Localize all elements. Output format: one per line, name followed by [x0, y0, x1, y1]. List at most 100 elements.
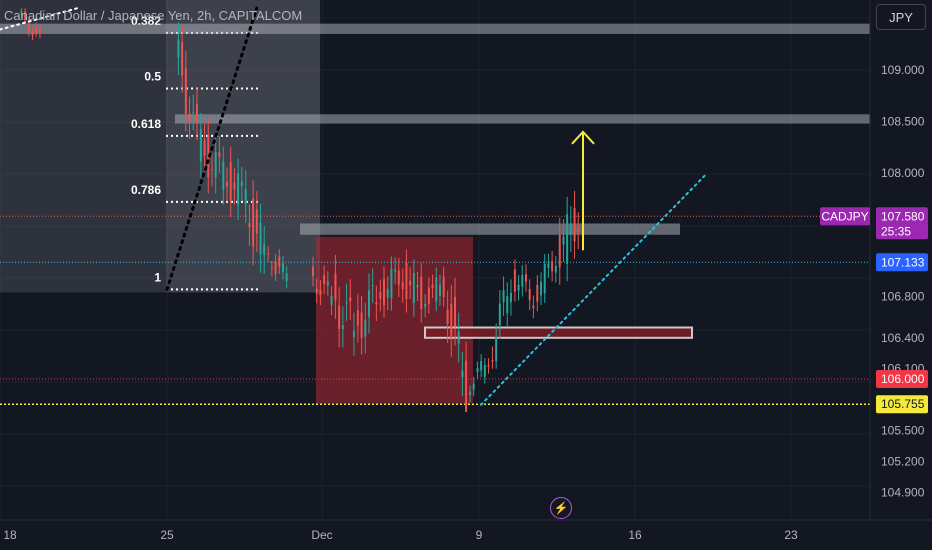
candle-body [27, 23, 30, 32]
time-tick-label: Dec [311, 528, 332, 542]
price-badge [876, 253, 928, 272]
candle-body [412, 273, 415, 304]
price-tick-label: 108.000 [881, 166, 925, 180]
candle-body [394, 269, 397, 272]
candle-body [222, 161, 225, 190]
price-zones[interactable] [0, 23, 870, 339]
candle-body [184, 68, 187, 114]
candle-body [192, 111, 195, 113]
time-tick-label: 23 [784, 528, 798, 542]
currency-button[interactable]: JPY [876, 4, 926, 30]
candle-body [195, 104, 198, 123]
candle-body [330, 295, 333, 306]
candle-body [450, 303, 453, 338]
candle-body [375, 302, 378, 305]
candle-body [214, 151, 217, 178]
candle-body [532, 305, 535, 309]
candle-body [315, 288, 318, 294]
candle-body [480, 360, 483, 371]
candle-body [233, 182, 236, 190]
time-axis[interactable]: 18 25 Dec 9 16 23 [0, 519, 932, 550]
candle-body [338, 305, 341, 329]
trendline[interactable] [165, 6, 259, 291]
resistance-zone[interactable] [300, 223, 680, 235]
candle-body [349, 297, 352, 302]
trendline[interactable] [0, 7, 79, 39]
projection-arrow[interactable] [571, 130, 595, 251]
candle-body [521, 275, 524, 287]
price-tick-label: 106.800 [881, 290, 925, 304]
support-zone[interactable] [424, 326, 693, 339]
candle-body [472, 383, 475, 390]
price-axis-bg [870, 0, 932, 550]
candle-body [199, 129, 202, 162]
candle-body [20, 11, 23, 14]
chart-title: Canadian Dollar / Japanese Yen, 2h, CAPI… [4, 8, 303, 23]
lightning-icon[interactable]: ⚡ [550, 497, 572, 519]
candle-body [487, 364, 490, 367]
candle-body [405, 262, 408, 299]
candle-body [416, 285, 419, 288]
candle-body [536, 284, 539, 302]
arrow-head[interactable] [571, 130, 595, 145]
candle-body [259, 222, 262, 255]
candle-body [244, 188, 247, 205]
candle-body [281, 263, 284, 273]
candle-countdown-label: 25:35 [881, 224, 911, 238]
candle-body [31, 31, 34, 36]
fib-right-shade [166, 0, 320, 293]
candle-body [483, 364, 486, 377]
candle-body [509, 292, 512, 303]
candle-body [495, 337, 498, 362]
fib-level-label: 0.5 [144, 70, 161, 84]
trendline[interactable] [480, 174, 707, 406]
price-tick-label: 105.200 [881, 454, 925, 468]
candle-body [409, 280, 412, 286]
symbol-name-badge [820, 207, 870, 226]
candle-body [218, 152, 221, 158]
time-tick-label: 9 [476, 528, 483, 542]
fib-level-label: 1 [154, 270, 161, 284]
candle-body [577, 229, 580, 232]
candle-body [38, 29, 41, 34]
candle-body [270, 268, 273, 270]
price-badge [876, 370, 928, 388]
candle-body [498, 303, 501, 326]
trendlines[interactable] [0, 6, 707, 406]
candle-body [517, 284, 520, 291]
resistance-zone[interactable] [0, 23, 870, 34]
candle-body [252, 198, 255, 247]
current-price-badge [876, 207, 928, 240]
candle-body [420, 276, 423, 309]
candle-body [323, 275, 326, 284]
candle-body [540, 282, 543, 296]
price-tick-label: 105.500 [881, 424, 925, 438]
resistance-zone[interactable] [175, 114, 870, 124]
candle-body [461, 370, 464, 378]
candle-body [229, 161, 232, 202]
candle-body [210, 169, 213, 171]
price-badge-label: 107.133 [881, 255, 925, 269]
candle-body [446, 309, 449, 324]
candle-body [386, 288, 389, 298]
candle-body [367, 290, 370, 317]
candle-body [274, 261, 277, 274]
candle-body [491, 360, 494, 362]
candle-body [312, 266, 315, 277]
candle-body [240, 181, 243, 187]
candle-body [476, 368, 479, 372]
candle-body [454, 297, 456, 327]
price-axis[interactable]: 109.000108.500108.000106.800106.400106.1… [820, 0, 932, 550]
candle-body [424, 303, 427, 308]
candle-body [248, 222, 251, 228]
candle-body [371, 285, 374, 287]
candle-body [341, 325, 344, 329]
candle-body [554, 265, 557, 273]
candle-body [379, 292, 382, 299]
candle-body [263, 244, 266, 256]
candle-body [203, 140, 206, 156]
candle-body [566, 214, 569, 264]
candle-body [469, 392, 472, 396]
